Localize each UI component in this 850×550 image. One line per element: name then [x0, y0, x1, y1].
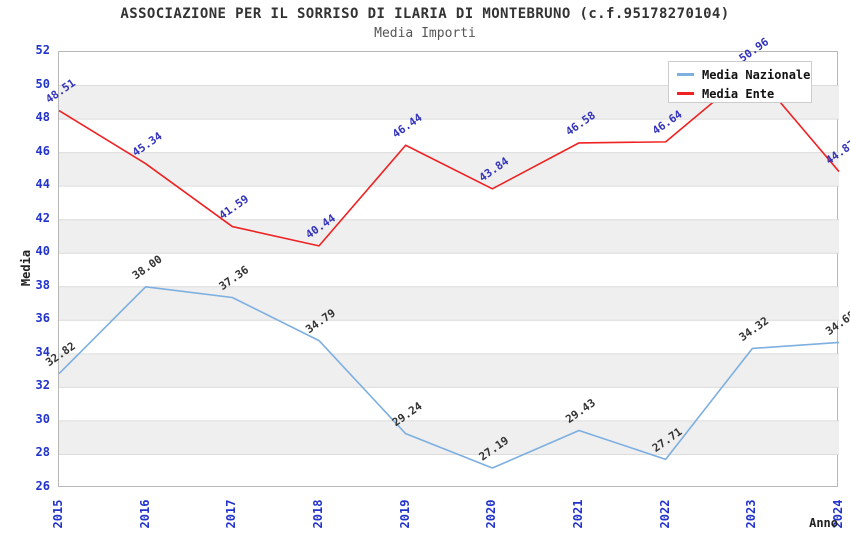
chart-subtitle: Media Importi	[374, 26, 476, 41]
y-tick-label: 28	[35, 445, 50, 460]
y-tick-label: 30	[35, 411, 50, 426]
background-band	[59, 286, 839, 321]
legend-item-media-ente: Media Ente	[677, 84, 811, 103]
y-tick-label: 42	[35, 210, 50, 225]
y-tick-label: 34	[35, 344, 50, 359]
background-band	[59, 219, 839, 254]
x-axis-title: Anno	[809, 516, 838, 530]
y-tick-label: 46	[35, 143, 50, 158]
y-axis-title: Media	[19, 249, 33, 287]
background-band	[59, 420, 839, 455]
y-tick-label: 26	[35, 479, 50, 493]
chart-title: ASSOCIAZIONE PER IL SORRISO DI ILARIA DI…	[120, 6, 730, 22]
y-tick-label: 36	[35, 311, 50, 326]
x-tick-label: 2021	[571, 499, 585, 529]
data-label: 41.59	[217, 192, 252, 222]
x-tick-label: 2017	[224, 499, 239, 529]
x-tick-label: 2022	[657, 499, 672, 529]
y-tick-label: 40	[35, 244, 50, 259]
y-tick-label: 44	[35, 177, 50, 192]
legend-label: Media Ente	[702, 86, 775, 101]
y-tick-label: 52	[35, 43, 50, 57]
data-label: 38.00	[130, 253, 165, 283]
y-tick-label: 32	[35, 378, 50, 393]
x-tick-label: 2015	[51, 499, 65, 529]
x-tick-label: 2019	[397, 499, 412, 529]
legend-item-media-nazionale: Media Nazionale	[677, 65, 811, 84]
plot-area: 32.82 38.00 37.36 34.79 29.24 27.19 29.43 27.71…	[43, 35, 850, 487]
y-tick-label: 38	[35, 277, 50, 292]
x-tick-label: 2023	[744, 499, 759, 529]
y-tick-label: 50	[35, 76, 50, 91]
series-line-media-ente	[58, 68, 840, 247]
legend-label: Media Nazionale	[702, 67, 811, 82]
x-tick-label: 2018	[311, 499, 325, 529]
y-tick-label: 48	[35, 110, 50, 125]
media-nazionale-swatch-icon	[677, 73, 694, 76]
x-tick-label: 2016	[137, 499, 152, 529]
series-line-media-nazionale	[58, 285, 840, 469]
x-tick-label: 2020	[484, 499, 499, 529]
background-band	[59, 353, 839, 388]
legend: Media Nazionale Media Ente	[668, 61, 812, 103]
background-band	[59, 152, 839, 187]
media-ente-swatch-icon	[677, 92, 694, 95]
